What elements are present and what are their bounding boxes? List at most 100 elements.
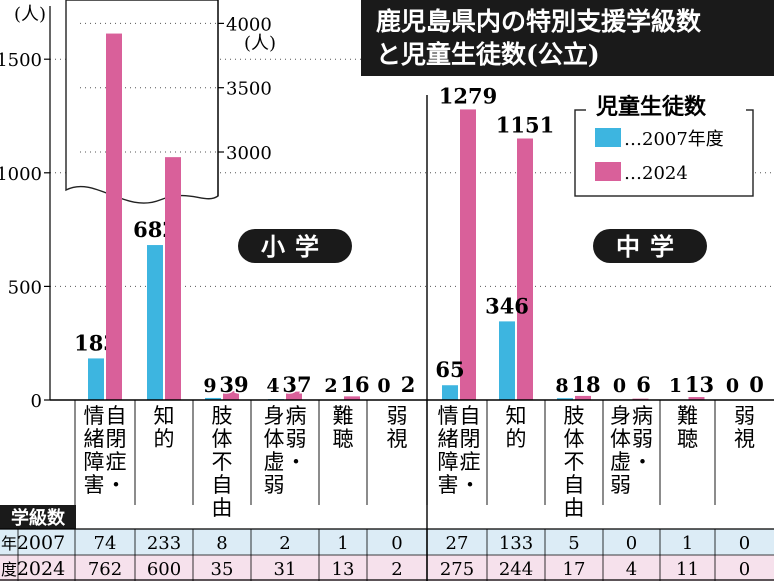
category-label-char: ・ [460, 473, 481, 497]
category-label-char: 閉 [106, 427, 127, 451]
section-tag-junior-label: 中学 [616, 232, 684, 261]
category-label-char: 自 [212, 473, 233, 497]
title-box: 鹿児島県内の特別支援学級数 と児童生徒数(公立) [361, 0, 774, 76]
data-label-2007: 2 [324, 375, 337, 397]
table-row-2007-year: 2007 [17, 532, 65, 554]
bar-2024 [517, 138, 533, 400]
data-label-2024: 2 [401, 372, 416, 397]
table-cell: 0 [739, 559, 750, 580]
category-label-char: 弱 [286, 427, 307, 451]
category-label-char: 聴 [677, 427, 698, 451]
section-tag-junior: 中学 [593, 229, 707, 263]
category-label-char: 的 [506, 427, 527, 451]
data-label-2024: 13 [685, 372, 714, 397]
category-label-char: 知 [154, 404, 175, 428]
category-label-char: 知 [506, 404, 527, 428]
y-tick-label: 500 [8, 277, 42, 298]
category-labels: 自閉症・情緒障害知的肢体不自由病弱・身体虚弱難聴弱視自閉症・情緒障害知的肢体不自… [84, 404, 756, 520]
category-label-char: 病 [632, 404, 653, 428]
data-label-2024: 1279 [439, 83, 497, 108]
category-label-char: 緒 [84, 427, 105, 451]
category-label-char: 弱 [264, 473, 285, 497]
section-tag-elementary: 小学 [238, 229, 352, 263]
legend-label-2007: …2007年度 [624, 129, 724, 150]
data-label-2007: 9 [203, 375, 216, 397]
inset-tick-label: 3500 [226, 79, 272, 100]
data-label-2024: 1151 [496, 112, 554, 137]
data-label-2007: 65 [435, 357, 464, 382]
inset-frame [66, 0, 218, 203]
table-cell: 8 [216, 533, 227, 554]
category-label-char: 体 [264, 427, 285, 451]
legend-swatch-2024 [595, 162, 621, 181]
table-cell: 74 [94, 533, 117, 554]
data-label-2007: 0 [613, 375, 626, 397]
category-label-char: 聴 [333, 427, 354, 451]
data-label-2024: 6 [636, 372, 651, 397]
table-cell: 0 [626, 533, 637, 554]
category-label-char: 害 [438, 473, 459, 497]
category-label-char: 視 [387, 427, 408, 451]
legend-swatch-2007 [595, 128, 621, 147]
table-row-head-char-2: 度 [1, 560, 17, 579]
table-cell: 1 [682, 533, 693, 554]
table-cell: 233 [147, 533, 181, 554]
y-tick-label: 1500 [0, 50, 42, 71]
table-cell: 11 [676, 559, 699, 580]
category-label-char: 身 [610, 404, 631, 428]
category-label-char: 弱 [632, 427, 653, 451]
section-tag-elementary-label: 小学 [261, 232, 329, 261]
bar-2024 [106, 34, 122, 400]
category-label-char: 難 [333, 404, 354, 428]
category-label-char: 不 [212, 450, 233, 474]
y-tick-label: 1000 [0, 164, 42, 185]
table-cell: 1 [337, 533, 348, 554]
category-label-char: 弱 [734, 404, 755, 428]
category-label-char: 体 [564, 427, 585, 451]
category-label-char: 体 [610, 427, 631, 451]
category-label-char: 緒 [438, 427, 459, 451]
table-cell: 244 [499, 559, 533, 580]
category-label-char: 視 [734, 427, 755, 451]
table-cell: 27 [446, 533, 469, 554]
table-cell: 4 [626, 559, 637, 580]
category-label-char: ・ [286, 450, 307, 474]
data-label-2007: 0 [726, 375, 739, 397]
table-cell: 275 [440, 559, 474, 580]
category-label-char: 症 [106, 450, 127, 474]
category-label-char: 自 [564, 473, 585, 497]
data-label-2007: 0 [377, 375, 390, 397]
table-cell: 5 [568, 533, 579, 554]
bar-2007 [88, 358, 104, 400]
category-label-char: 虚 [264, 450, 285, 474]
category-label-char: 難 [677, 404, 698, 428]
category-label-char: 肢 [564, 404, 585, 428]
table-cell: 2 [279, 533, 290, 554]
category-label-char: 害 [84, 473, 105, 497]
category-label-char: 虚 [610, 450, 631, 474]
table-cell: 133 [499, 533, 533, 554]
table-row-head-char-1: 年 [1, 534, 17, 553]
category-label-char: 弱 [610, 473, 631, 497]
category-label-char: 症 [460, 450, 481, 474]
category-label-char: 肢 [212, 404, 233, 428]
table-cell: 600 [147, 559, 181, 580]
y-axis-unit: (人) [14, 4, 46, 25]
table-cell: 13 [332, 559, 355, 580]
chart-title-line1: 鹿児島県内の特別支援学級数 [376, 7, 702, 36]
category-label-char: 閉 [460, 427, 481, 451]
table-cell: 0 [739, 533, 750, 554]
table-cell: 35 [211, 559, 234, 580]
table-cell: 31 [274, 559, 297, 580]
data-label-2007: 346 [485, 293, 529, 318]
category-label-char: 自 [106, 404, 127, 428]
data-label-2024: 16 [340, 372, 369, 397]
bar-2007 [442, 385, 458, 400]
legend-title: 児童生徒数 [595, 94, 707, 120]
bar-2007 [147, 245, 163, 400]
legend-label-2024: …2024 [624, 163, 688, 184]
category-label-char: 自 [460, 404, 481, 428]
category-label-char: 体 [212, 427, 233, 451]
chart-title-line2: と児童生徒数(公立) [376, 40, 600, 69]
